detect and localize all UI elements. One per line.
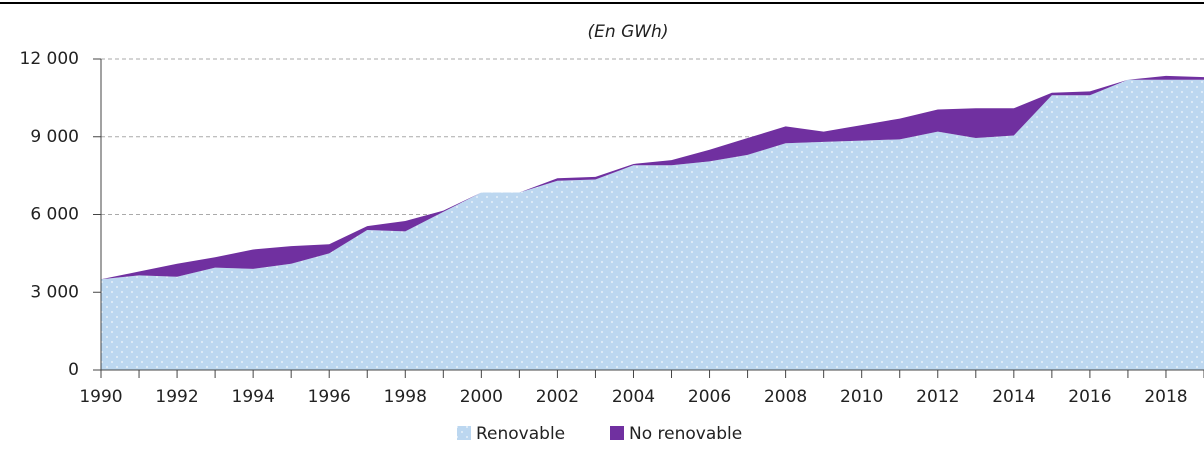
x-tick-label: 2016 [1068,387,1111,407]
x-tick-label: 2002 [536,387,579,407]
x-tick-label: 1994 [232,387,275,407]
legend-label: Renovable [476,424,565,444]
x-tick-label: 1992 [155,387,198,407]
x-tick-label: 2012 [916,387,959,407]
area [101,75,1204,280]
x-tick-label: 1996 [308,387,351,407]
y-tick-label: 3 000 [30,282,79,302]
y-tick-label: 9 000 [30,127,79,147]
legend-texture [457,426,471,440]
y-tick-label: 12 000 [20,49,79,69]
x-tick-label: 2000 [460,387,503,407]
x-tick-label: 2018 [1144,387,1187,407]
x-tick-label: 2006 [688,387,731,407]
x-tick-label: 2004 [612,387,655,407]
area-texture [101,79,1204,370]
legend-swatch [610,426,624,440]
x-tick-label: 2014 [992,387,1035,407]
x-tick-label: 2008 [764,387,807,407]
y-tick-label: 6 000 [30,205,79,225]
x-tick-label: 2010 [840,387,883,407]
x-tick-label: 1990 [79,387,122,407]
subtitle: (En GWh) [588,22,669,42]
y-tick-label: 0 [68,360,79,380]
legend-label: No renovable [629,424,742,444]
x-tick-label: 1998 [384,387,427,407]
